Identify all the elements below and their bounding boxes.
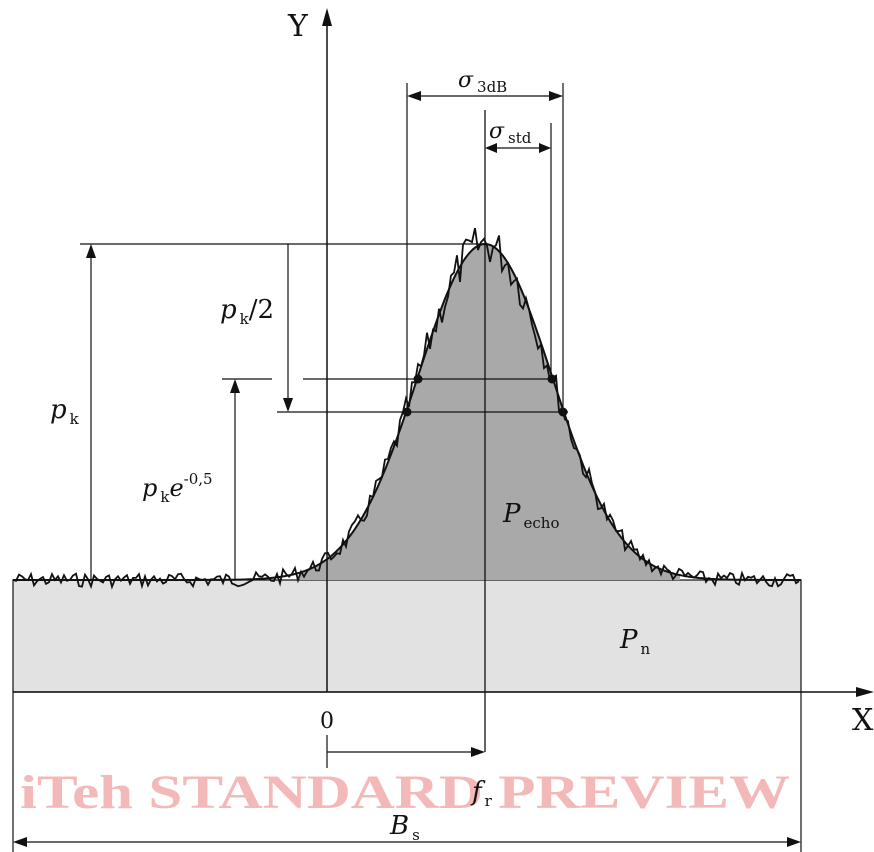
- half-point-right: [558, 407, 568, 417]
- y-axis-arrow-icon: [322, 8, 332, 26]
- std-point-right: [547, 374, 557, 384]
- half-point-left: [402, 407, 412, 417]
- origin-label: 0: [320, 709, 334, 734]
- sigma-std-dimension: [485, 143, 551, 153]
- x-axis-arrow-icon: [856, 687, 874, 697]
- y-axis: [322, 8, 332, 692]
- x-axis: [13, 687, 874, 697]
- sigma-3db-label: σ 3dB: [458, 68, 507, 96]
- peak-dimension: [86, 244, 96, 580]
- std-level-label: p ke-0,5: [142, 470, 213, 506]
- noise-region: [12, 579, 802, 693]
- noisy-spectrum: [12, 227, 800, 590]
- x-axis-label: X: [852, 703, 874, 738]
- watermark-text: iTeh STANDARD PREVIEW: [20, 766, 790, 819]
- std-point-left: [413, 374, 423, 384]
- half-peak-label: p k/2: [220, 295, 274, 328]
- bandwidth-dimension: [12, 692, 802, 852]
- y-axis-label: Y: [287, 9, 309, 44]
- center-frequency-dimension: [326, 735, 485, 768]
- half-peak-dimension: [283, 244, 293, 412]
- std-level-dimension: [230, 379, 240, 580]
- sigma-3db-dimension: [407, 91, 563, 101]
- sigma-std-label: σ std: [489, 119, 532, 147]
